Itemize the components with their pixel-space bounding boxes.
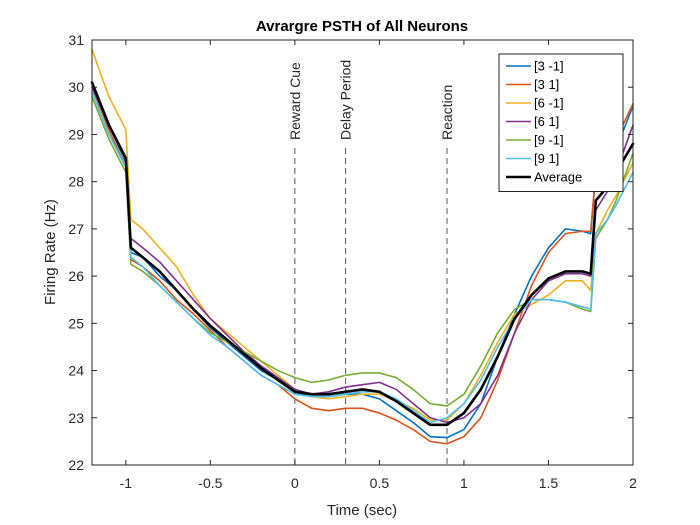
series-line-3	[91, 48, 634, 421]
x-tick-label: -0.5	[198, 475, 222, 491]
legend-entry-label: [6 -1]	[534, 96, 564, 111]
y-tick-label: 27	[68, 221, 84, 237]
axes-box	[91, 39, 634, 466]
x-tick-label: 0	[291, 475, 299, 491]
series-line-4	[91, 86, 634, 424]
y-tick-label: 31	[68, 32, 84, 48]
y-tick-label: 24	[68, 363, 84, 379]
y-tick-label: 28	[68, 174, 84, 190]
series-line-2	[91, 86, 634, 445]
series-layer	[90, 48, 635, 445]
y-tick-label: 23	[68, 410, 84, 426]
y-tick-label: 25	[68, 315, 84, 331]
event-marker-label: Reaction	[439, 85, 455, 140]
x-tick-label: 1	[460, 475, 468, 491]
y-tick-label: 30	[68, 79, 84, 95]
x-tick-label: -1	[120, 475, 133, 491]
legend-entry-label: [9 -1]	[534, 133, 564, 148]
series-line-average	[90, 81, 635, 427]
y-tick-label: 26	[68, 268, 84, 284]
x-tick-label: 0.5	[370, 475, 390, 491]
legend-box	[498, 53, 624, 192]
chart-title: Avrargre PSTH of All Neurons	[256, 18, 468, 35]
legend-entry-label: [3 -1]	[534, 59, 564, 74]
y-tick-label: 22	[68, 457, 84, 473]
legend-entry-label: [6 1]	[534, 114, 559, 129]
legend-entry-label: Average	[534, 170, 582, 185]
event-marker-label: Delay Period	[338, 60, 354, 140]
legend: [3 -1] [3 1] [6 -1] [6 1] [9 -1] [9 1] Average	[498, 53, 624, 192]
event-marker-label: Reward Cue	[287, 62, 303, 140]
legend-entry-label: [9 1]	[534, 151, 559, 166]
annotation-layer: Reward Cue Delay Period Reaction	[287, 60, 455, 465]
legend-entry-label: [3 1]	[534, 77, 559, 92]
y-tick-label: 29	[68, 126, 84, 142]
x-tick-label: 1.5	[539, 475, 559, 491]
y-axis-label: Firing Rate (Hz)	[42, 199, 59, 305]
x-tick-label: 2	[629, 475, 637, 491]
x-axis-label: Time (sec)	[327, 502, 397, 519]
